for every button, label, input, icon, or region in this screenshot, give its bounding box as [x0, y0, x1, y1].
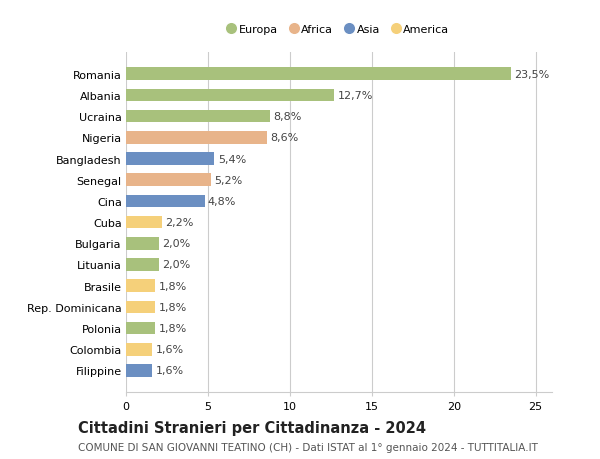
Text: 12,7%: 12,7% — [337, 91, 373, 101]
Text: COMUNE DI SAN GIOVANNI TEATINO (CH) - Dati ISTAT al 1° gennaio 2024 - TUTTITALIA: COMUNE DI SAN GIOVANNI TEATINO (CH) - Da… — [78, 442, 538, 452]
Bar — [126, 174, 211, 187]
Text: 4,8%: 4,8% — [208, 196, 236, 207]
Bar — [126, 237, 159, 250]
Text: 5,2%: 5,2% — [214, 175, 243, 185]
Text: 8,6%: 8,6% — [270, 133, 298, 143]
Bar — [126, 111, 270, 123]
Legend: Europa, Africa, Asia, America: Europa, Africa, Asia, America — [229, 24, 449, 35]
Text: Cittadini Stranieri per Cittadinanza - 2024: Cittadini Stranieri per Cittadinanza - 2… — [78, 420, 426, 435]
Text: 1,6%: 1,6% — [155, 345, 184, 354]
Text: 8,8%: 8,8% — [274, 112, 302, 122]
Bar — [126, 322, 155, 335]
Text: 23,5%: 23,5% — [514, 70, 550, 79]
Bar — [126, 132, 267, 145]
Bar — [126, 301, 155, 313]
Text: 5,4%: 5,4% — [218, 154, 246, 164]
Bar — [126, 280, 155, 292]
Bar — [126, 90, 334, 102]
Bar — [126, 216, 162, 229]
Bar — [126, 258, 159, 271]
Text: 1,8%: 1,8% — [159, 302, 187, 312]
Text: 2,2%: 2,2% — [166, 218, 194, 228]
Text: 1,8%: 1,8% — [159, 324, 187, 333]
Bar — [126, 68, 511, 81]
Text: 2,0%: 2,0% — [162, 239, 190, 249]
Text: 1,6%: 1,6% — [155, 366, 184, 375]
Bar — [126, 343, 152, 356]
Bar — [126, 153, 214, 166]
Bar — [126, 364, 152, 377]
Text: 2,0%: 2,0% — [162, 260, 190, 270]
Text: 1,8%: 1,8% — [159, 281, 187, 291]
Bar — [126, 195, 205, 208]
